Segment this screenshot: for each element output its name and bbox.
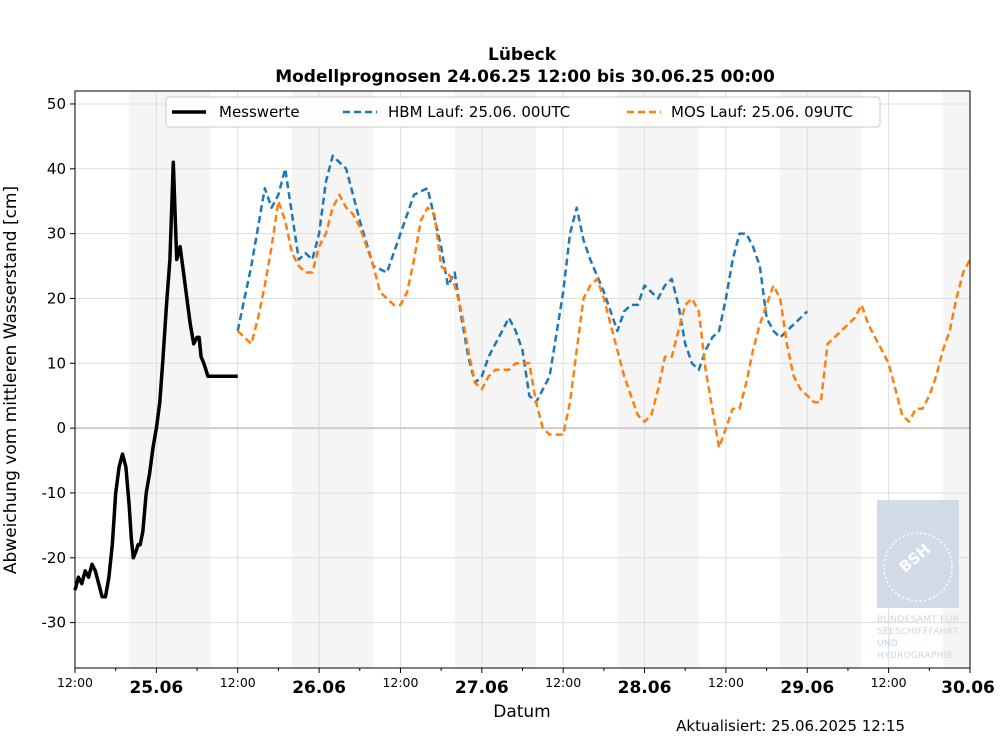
series-lines [73,154,972,599]
logo-line-3: UND [877,639,898,649]
updated-timestamp: Aktualisiert: 25.06.2025 12:15 [676,717,905,735]
x-tick-label: 12:00 [545,675,581,690]
logo-line-1: BUNDESAMT FÜR [877,614,959,625]
legend-box [165,96,881,128]
x-tick-label: 25.06 [129,678,183,698]
y-tick-label: 20 [47,289,66,307]
y-tick-label: 40 [47,160,66,178]
legend: Messwerte HBM Lauf: 25.06. 00UTC MOS Lau… [165,96,881,128]
y-ticks: -30 -20 -10 0 10 20 30 40 50 [42,95,75,632]
y-tick-label: 0 [56,419,66,437]
logo-box [877,500,959,608]
night-band [129,91,211,668]
night-band [617,91,699,668]
logo-line-2: SEESCHIFFFAHRT [877,627,959,637]
logo-line-4: HYDROGRAPHIE [877,651,953,661]
chart-subtitle: Modellprognosen 24.06.25 12:00 bis 30.06… [275,67,775,87]
y-tick-label: 10 [47,354,66,372]
y-tick-label: -30 [42,614,67,632]
x-tick-label: 12:00 [382,675,418,690]
series-hbm [236,154,809,404]
night-band [780,91,862,668]
legend-label-messwerte: Messwerte [219,103,300,121]
x-tick-label: 27.06 [455,678,509,698]
x-tick-label: 12:00 [708,675,744,690]
x-axis-label: Datum [493,702,551,722]
x-tick-label: 12:00 [871,675,907,690]
night-bands [129,91,970,668]
chart-title: Lübeck [488,45,557,65]
night-band [291,91,374,668]
x-tick-label: 26.06 [292,678,346,698]
y-tick-label: -20 [42,549,67,567]
x-tick-label: 30.06 [941,678,995,698]
x-ticks: 12:00 25.06 12:00 26.06 12:00 27.06 12:00 28.06… [57,668,995,698]
x-tick-label: 28.06 [618,678,672,698]
y-tick-label: 50 [47,95,66,113]
x-tick-label: 12:00 [57,675,93,690]
legend-label-mos: MOS Lauf: 25.06. 09UTC [671,103,853,121]
bsh-logo: BSH BUNDESAMT FÜR SEESCHIFFFAHRT UND HYD… [877,500,959,661]
series-messwerte [73,160,238,599]
series-mos [236,193,972,449]
x-tick-label: 29.06 [780,678,834,698]
y-tick-label: -10 [42,484,67,502]
x-tick-label: 12:00 [220,675,256,690]
y-axis-label: Abweichung vom mittleren Wasserstand [cm… [1,186,21,574]
legend-label-hbm: HBM Lauf: 25.06. 00UTC [388,103,570,121]
logo-circle [883,532,953,602]
y-tick-label: 30 [47,225,66,243]
night-band [454,91,537,668]
